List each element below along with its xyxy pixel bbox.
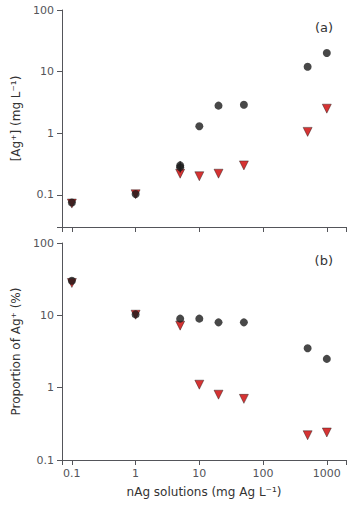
svg-text:(b): (b) (315, 253, 333, 268)
svg-text:(a): (a) (315, 20, 333, 35)
svg-text:1: 1 (47, 127, 54, 140)
svg-text:[Ag⁺] (mg L⁻¹): [Ag⁺] (mg L⁻¹) (9, 76, 23, 162)
svg-text:Proportion of Ag⁺ (%): Proportion of Ag⁺ (%) (9, 288, 23, 416)
svg-text:1000: 1000 (313, 467, 341, 480)
svg-text:100: 100 (33, 237, 54, 250)
svg-text:1: 1 (47, 381, 54, 394)
svg-text:100: 100 (33, 4, 54, 17)
svg-text:100: 100 (253, 467, 274, 480)
svg-text:nAg solutions (mg Ag L⁻¹): nAg solutions (mg Ag L⁻¹) (127, 485, 282, 499)
svg-text:0.1: 0.1 (37, 188, 55, 201)
svg-text:0.1: 0.1 (37, 454, 55, 467)
svg-text:10: 10 (40, 309, 54, 322)
svg-text:1: 1 (132, 467, 139, 480)
svg-text:10: 10 (192, 467, 206, 480)
svg-text:0.1: 0.1 (63, 467, 81, 480)
svg-text:10: 10 (40, 65, 54, 78)
